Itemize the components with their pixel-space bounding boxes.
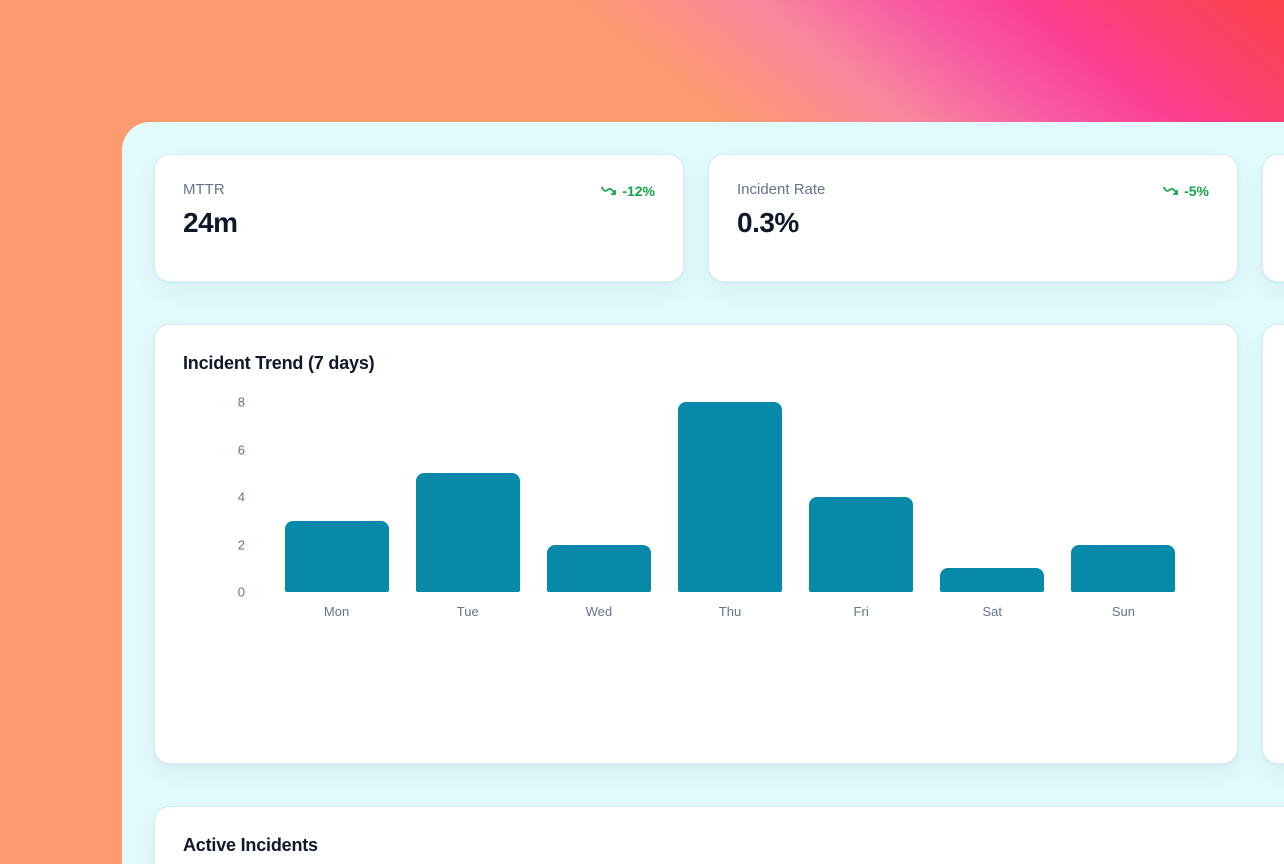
bar-slot (271, 402, 402, 592)
kpi-label: Incident Rate (737, 181, 826, 198)
kpi-text-block: MTTR 24m (183, 181, 238, 239)
y-axis-tick: 2 (237, 537, 245, 552)
y-axis: 0 2 4 6 8 (183, 395, 245, 600)
chart-bar-sat[interactable] (940, 568, 1045, 592)
trending-down-icon (1163, 185, 1179, 198)
incident-trend-chart: 0 2 4 6 8 Mon Tue Wed Thu Fri Sat Sun (183, 395, 1209, 619)
bars-area (271, 402, 1189, 592)
chart-title: Incident Trend (7 days) (183, 353, 375, 373)
bar-slot (533, 402, 664, 592)
kpi-card-mttr: MTTR 24m -12% (154, 154, 684, 282)
kpi-text-block: Incident Rate 0.3% (737, 181, 825, 239)
bar-slot (796, 402, 927, 592)
trend-badge: -12% (601, 183, 655, 199)
trend-value: -5% (1184, 183, 1209, 199)
y-axis-tick: 8 (237, 394, 245, 410)
y-axis-tick: 0 (237, 584, 245, 600)
plot-area: Mon Tue Wed Thu Fri Sat Sun (271, 402, 1189, 619)
x-axis-labels: Mon Tue Wed Thu Fri Sat Sun (271, 604, 1189, 619)
kpi-label: MTTR (183, 181, 225, 198)
active-incidents-card: Active Incidents (154, 806, 1284, 864)
x-axis-label: Wed (585, 604, 613, 619)
bar-slot (402, 402, 533, 592)
incidents-row: Active Incidents (154, 806, 1284, 864)
trending-down-icon (601, 185, 617, 198)
chart-bar-mon[interactable] (284, 520, 389, 592)
bar-slot (664, 402, 795, 592)
kpi-value: 24m (183, 207, 238, 238)
kpi-value: 0.3% (737, 207, 799, 238)
bar-slot (1058, 402, 1189, 592)
chart-bar-sun[interactable] (1071, 544, 1176, 592)
dashboard-panel: MTTR 24m -12% Incident Rate 0.3% (122, 122, 1284, 864)
active-incidents-title: Active Incidents (183, 835, 318, 855)
chart-bar-fri[interactable] (809, 497, 914, 592)
trend-value: -12% (622, 183, 655, 199)
kpi-card-incident-rate: Incident Rate 0.3% -5% (708, 154, 1238, 282)
incident-trend-card: Incident Trend (7 days) 0 2 4 6 8 Mon Tue Wed T… (154, 324, 1238, 764)
kpi-row: MTTR 24m -12% Incident Rate 0.3% (154, 154, 1284, 282)
x-axis-label: Tue (456, 604, 479, 619)
x-axis-label: Sat (982, 604, 1003, 619)
chart-row: Incident Trend (7 days) 0 2 4 6 8 Mon Tue Wed T… (154, 324, 1284, 764)
chart-bar-wed[interactable] (546, 544, 651, 592)
x-axis-label: Fri (853, 604, 869, 619)
chart-bar-thu[interactable] (677, 402, 782, 592)
y-axis-tick: 4 (237, 489, 245, 505)
x-axis-label: Mon (323, 604, 350, 619)
chart-bar-tue[interactable] (415, 473, 520, 592)
kpi-card-partial (1262, 154, 1284, 282)
y-axis-tick: 6 (237, 442, 245, 457)
trend-badge: -5% (1163, 183, 1209, 199)
side-card-partial (1262, 324, 1284, 764)
bar-slot (927, 402, 1058, 592)
x-axis-label: Sun (1111, 604, 1135, 619)
x-axis-label: Thu (718, 604, 742, 619)
